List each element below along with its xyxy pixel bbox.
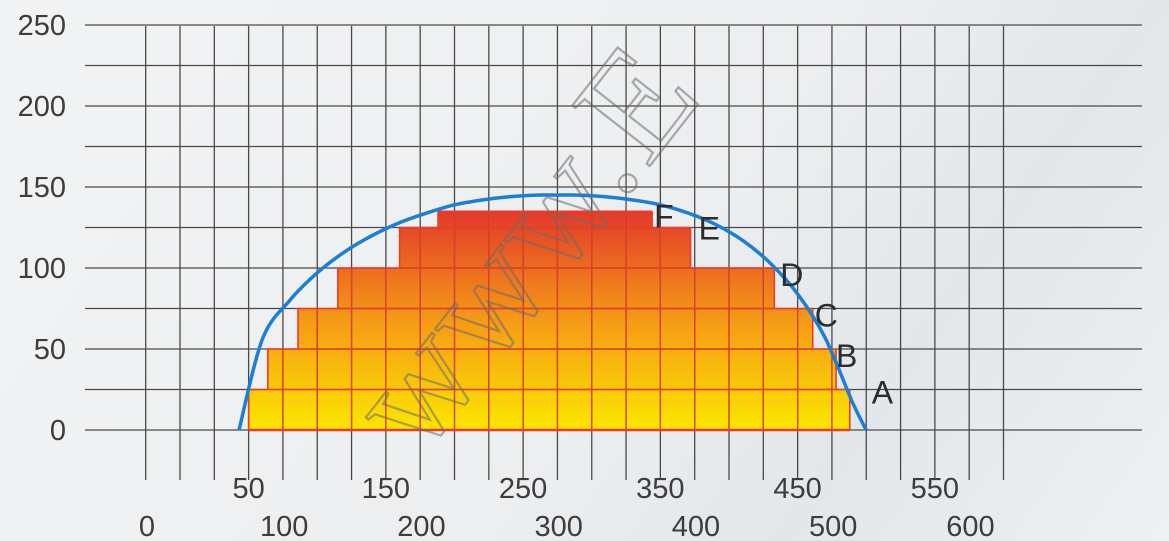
region-band-D — [337, 268, 775, 309]
x-tick-label-lower: 300 — [535, 511, 583, 541]
y-axis-ticks: 0 50 100 150 200 250 — [18, 10, 66, 447]
region-label-A: A — [872, 375, 894, 411]
grid — [85, 24, 1142, 480]
y-tick-label: 50 — [34, 334, 66, 366]
x-tick-label-lower: 0 — [139, 511, 155, 541]
x-tick-label-lower: 200 — [397, 511, 445, 541]
y-tick-label: 250 — [18, 10, 66, 42]
region-label-F: F — [654, 198, 674, 234]
region-label-C: C — [815, 298, 838, 334]
x-tick-label-lower: 400 — [672, 511, 720, 541]
y-tick-label: 200 — [18, 91, 66, 123]
region-label-B: B — [836, 338, 857, 374]
region-band-E — [399, 227, 691, 268]
region-band-F — [438, 211, 653, 228]
x-axis-ticks-upper: 50 150 250 350 450 550 — [232, 473, 959, 505]
y-tick-label: 100 — [18, 253, 66, 285]
x-tick-label-lower: 500 — [809, 511, 857, 541]
x-tick-label-upper: 350 — [636, 473, 684, 505]
x-tick-label-lower: 100 — [260, 511, 308, 541]
x-tick-label-upper: 150 — [362, 473, 410, 505]
region-boundaries — [247, 210, 851, 430]
region-label-E: E — [699, 211, 720, 247]
region-band-A — [248, 389, 850, 430]
load-regions — [248, 211, 850, 430]
x-tick-label-upper: 550 — [911, 473, 959, 505]
y-tick-label: 150 — [18, 172, 66, 204]
x-axis-ticks-lower: 0 100 200 300 400 500 600 — [139, 511, 995, 541]
x-tick-label-lower: 600 — [946, 511, 994, 541]
region-label-D: D — [780, 257, 803, 293]
region-band-C — [298, 308, 813, 349]
x-tick-label-upper: 250 — [499, 473, 547, 505]
y-tick-label: 0 — [50, 415, 66, 447]
x-tick-label-upper: 50 — [232, 473, 264, 505]
x-tick-label-upper: 450 — [773, 473, 821, 505]
envelope-curve — [237, 193, 868, 431]
region-band-B — [267, 349, 837, 390]
